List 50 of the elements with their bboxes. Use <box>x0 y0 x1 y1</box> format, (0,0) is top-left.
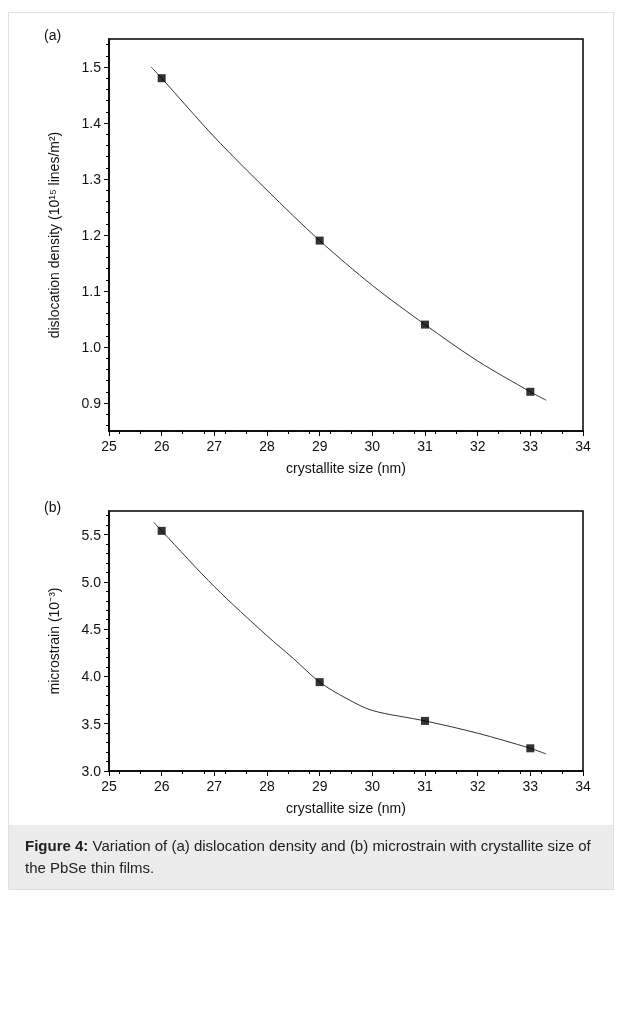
x-axis-title: crystallite size (nm) <box>286 800 406 816</box>
point <box>157 526 166 535</box>
y-tick-label: 1.4 <box>81 115 102 131</box>
x-tick-label: 25 <box>101 778 117 794</box>
x-tick-label: 27 <box>206 778 223 794</box>
y-tick-label: 1.3 <box>81 171 102 187</box>
y-tick-label: 5.0 <box>81 573 102 590</box>
x-tick-label: 28 <box>259 438 275 454</box>
x-tick-label: 34 <box>575 778 591 794</box>
y-tick-label: 0.9 <box>81 395 102 411</box>
y-tick-label: 1.2 <box>81 227 102 243</box>
caption: Figure 4: Variation of (a) dislocation density and (b) microstrain with crystallite size of the PbSe thin films. <box>25 836 592 878</box>
y-tick-label: 4.5 <box>81 621 102 638</box>
line-series <box>153 521 547 755</box>
point <box>315 236 324 245</box>
x-tick-label: 26 <box>153 438 170 454</box>
x-axis-title: crystallite size (nm) <box>286 460 406 476</box>
x-tick-label: 33 <box>522 778 539 794</box>
x-tick-label: 30 <box>364 778 381 794</box>
x-tick-label: 31 <box>417 438 433 454</box>
x-tick-label: 29 <box>311 778 328 794</box>
x-tick-label: 27 <box>206 438 223 454</box>
point <box>526 387 535 396</box>
y-tick-label: 1.5 <box>81 59 102 75</box>
x-tick-label: 25 <box>101 438 117 454</box>
chart-title: (b) <box>44 499 62 515</box>
y-tick-label: 1.1 <box>81 283 102 299</box>
x-tick-label: 31 <box>417 778 433 794</box>
x-tick-label: 33 <box>522 438 539 454</box>
x-tick-label: 30 <box>364 438 381 454</box>
chart-title: (a) <box>44 27 62 43</box>
y-axis-title: microstrain (10⁻³) <box>46 587 62 695</box>
x-tick-label: 29 <box>311 438 328 454</box>
point <box>157 74 166 83</box>
y-axis-title: dislocation density (10¹⁵ lines/m²) <box>46 131 62 339</box>
point <box>421 320 429 329</box>
y-tick-label: 1.0 <box>81 339 102 355</box>
x-tick-label: 34 <box>575 438 591 454</box>
x-tick-label: 28 <box>259 778 275 794</box>
y-tick-label: 5.5 <box>81 526 102 543</box>
point <box>421 716 429 725</box>
y-tick-label: 4.0 <box>81 668 102 685</box>
x-tick-label: 26 <box>153 778 170 794</box>
line-series <box>150 66 547 401</box>
y-tick-label: 3.5 <box>81 715 102 732</box>
y-tick-label: 3.0 <box>81 763 102 779</box>
point <box>315 678 324 687</box>
x-tick-label: 32 <box>469 778 486 794</box>
x-tick-label: 32 <box>469 438 486 454</box>
point <box>526 744 535 753</box>
